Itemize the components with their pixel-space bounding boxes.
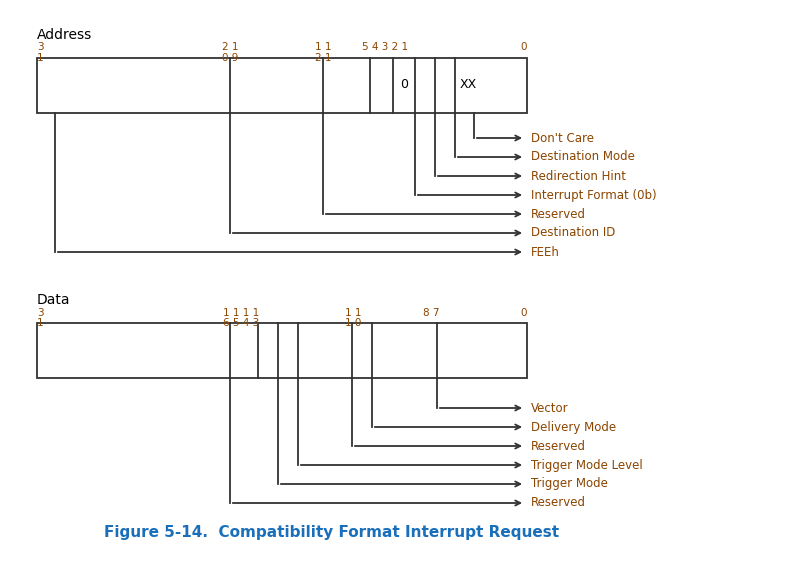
Bar <box>37 323 527 378</box>
Text: Reserved: Reserved <box>531 496 586 510</box>
Text: Destination Mode: Destination Mode <box>531 150 635 164</box>
Text: 2 1: 2 1 <box>222 42 239 52</box>
Text: 5 4 3 2 1: 5 4 3 2 1 <box>362 42 408 52</box>
Text: 1: 1 <box>37 318 43 328</box>
Text: Trigger Mode Level: Trigger Mode Level <box>531 458 643 471</box>
Text: Destination ID: Destination ID <box>531 226 615 239</box>
Text: Don't Care: Don't Care <box>531 132 594 145</box>
Text: FEEh: FEEh <box>531 246 560 259</box>
Text: 1 0: 1 0 <box>345 318 361 328</box>
Text: 1 1: 1 1 <box>315 42 332 52</box>
Text: 0: 0 <box>520 308 526 318</box>
Text: 6 5 4 3: 6 5 4 3 <box>223 318 259 328</box>
Text: Vector: Vector <box>531 401 569 414</box>
Text: Address: Address <box>37 28 92 42</box>
Text: 1 1 1 1: 1 1 1 1 <box>223 308 259 318</box>
Text: 8 7: 8 7 <box>423 308 439 318</box>
Text: 1: 1 <box>37 53 43 63</box>
Text: Redirection Hint: Redirection Hint <box>531 169 626 182</box>
Text: Data: Data <box>37 293 70 307</box>
Text: 0 9: 0 9 <box>222 53 239 63</box>
Text: Reserved: Reserved <box>531 207 586 221</box>
Text: Delivery Mode: Delivery Mode <box>531 421 616 434</box>
Text: Figure 5-14.  Compatibility Format Interrupt Request: Figure 5-14. Compatibility Format Interr… <box>104 524 559 539</box>
Text: 2 1: 2 1 <box>315 53 332 63</box>
Text: XX: XX <box>459 79 476 92</box>
Text: 3: 3 <box>37 308 43 318</box>
Text: Reserved: Reserved <box>531 439 586 453</box>
Text: 0: 0 <box>520 42 526 52</box>
Bar <box>37 58 527 113</box>
Text: 1 1: 1 1 <box>345 308 362 318</box>
Text: Trigger Mode: Trigger Mode <box>531 478 608 491</box>
Text: Interrupt Format (0b): Interrupt Format (0b) <box>531 189 656 202</box>
Text: 3: 3 <box>37 42 43 52</box>
Text: 0: 0 <box>400 79 408 92</box>
